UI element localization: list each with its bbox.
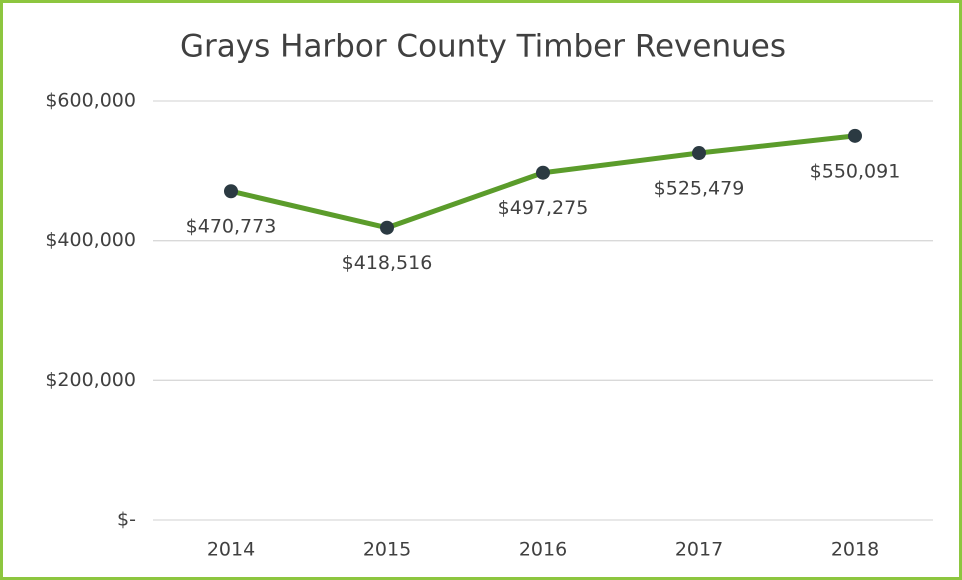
y-tick-label: $-	[117, 509, 136, 531]
data-label: $525,479	[654, 178, 745, 200]
data-label: $497,275	[498, 197, 589, 219]
x-tick-label: 2017	[675, 539, 723, 561]
x-tick-label: 2014	[207, 539, 255, 561]
marker	[380, 220, 394, 235]
chart-title: Grays Harbor County Timber Revenues	[180, 29, 786, 65]
marker	[224, 184, 238, 199]
y-tick-label: $600,000	[45, 90, 136, 112]
x-tick-label: 2016	[519, 539, 567, 561]
data-label: $418,516	[342, 252, 433, 274]
y-tick-label: $200,000	[45, 369, 136, 391]
x-tick-label: 2015	[363, 539, 411, 561]
marker	[692, 146, 706, 161]
data-label: $470,773	[186, 216, 277, 238]
marker	[536, 165, 550, 180]
x-tick-label: 2018	[831, 539, 879, 561]
data-label: $550,091	[810, 160, 901, 182]
marker	[848, 128, 862, 143]
y-tick-label: $400,000	[45, 229, 136, 251]
